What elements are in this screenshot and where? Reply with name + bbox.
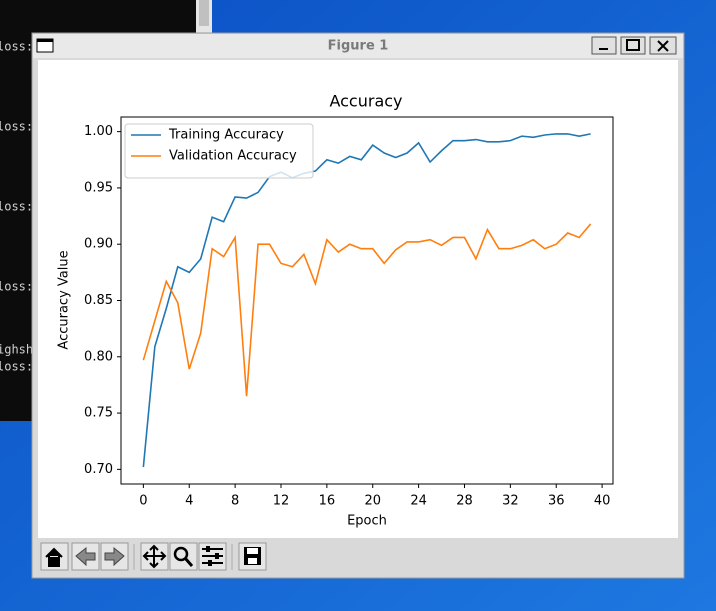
home-icon [45, 547, 63, 567]
legend-label: Training Accuracy [168, 128, 284, 143]
close-glyph [657, 40, 669, 52]
scroll-thumb [199, 0, 209, 26]
y-tick-label: 0.75 [84, 406, 113, 421]
y-tick-label: 0.95 [84, 180, 113, 195]
window-icon-bar [37, 39, 53, 42]
x-axis-label: Epoch [347, 514, 387, 529]
y-tick-label: 1.00 [84, 124, 113, 139]
save-icon-slot [248, 558, 257, 564]
legend-label: Validation Accuracy [169, 149, 297, 164]
y-tick-label: 0.80 [84, 349, 113, 364]
x-tick-label: 20 [364, 494, 381, 509]
terminal-line: loss: [0, 200, 33, 214]
legend-box [124, 123, 314, 179]
x-tick-label: 0 [139, 494, 147, 509]
y-tick-label: 0.70 [84, 462, 113, 477]
save-icon-label [247, 548, 258, 554]
minimize-button[interactable] [591, 36, 617, 55]
x-tick-label: 4 [185, 494, 193, 509]
y-axis-label: Accuracy Value [57, 250, 72, 349]
toolbar-buttons [40, 542, 267, 571]
slider [206, 546, 210, 552]
y-tick-label: 0.85 [84, 293, 113, 308]
x-tick-label: 12 [273, 494, 290, 509]
zoom-handle [183, 557, 194, 567]
data-line [142, 133, 591, 468]
terminal-line: loss: [0, 40, 33, 54]
x-tick-label: 8 [231, 494, 239, 509]
chart-title: Accuracy [329, 92, 402, 111]
plot-frame [120, 116, 614, 485]
x-tick-label: 16 [319, 494, 336, 509]
configure-icon [202, 548, 223, 564]
chart: Accuracy Epoch Accuracy Value 0.70 0.75 0.… [57, 92, 614, 529]
forward-icon [104, 546, 125, 567]
x-tick-label: 36 [548, 494, 565, 509]
window-buttons [591, 36, 677, 55]
x-tick-label: 40 [594, 494, 611, 509]
back-icon [75, 546, 96, 567]
x-tick-label: 28 [456, 494, 473, 509]
x-tick-label: 32 [502, 494, 519, 509]
maximize-glyph [626, 39, 640, 51]
terminal-text: loss: loss: loss: loss: ighsh loss: [0, 40, 33, 374]
y-tick-label: 0.90 [84, 237, 113, 252]
x-tick-label: 24 [410, 494, 427, 509]
terminal-line: loss: [0, 360, 33, 374]
zoom-button[interactable] [169, 542, 198, 571]
zoom-icon [173, 546, 189, 562]
pan-icon [142, 544, 167, 569]
terminal-line: loss: [0, 280, 33, 294]
terminal-line: ighsh [0, 343, 33, 357]
slider [215, 553, 219, 559]
data-line [142, 223, 592, 397]
terminal-line: loss: [0, 120, 33, 134]
slider [208, 560, 212, 566]
title-bar [33, 34, 683, 58]
window-title: Figure 1 [328, 39, 389, 54]
